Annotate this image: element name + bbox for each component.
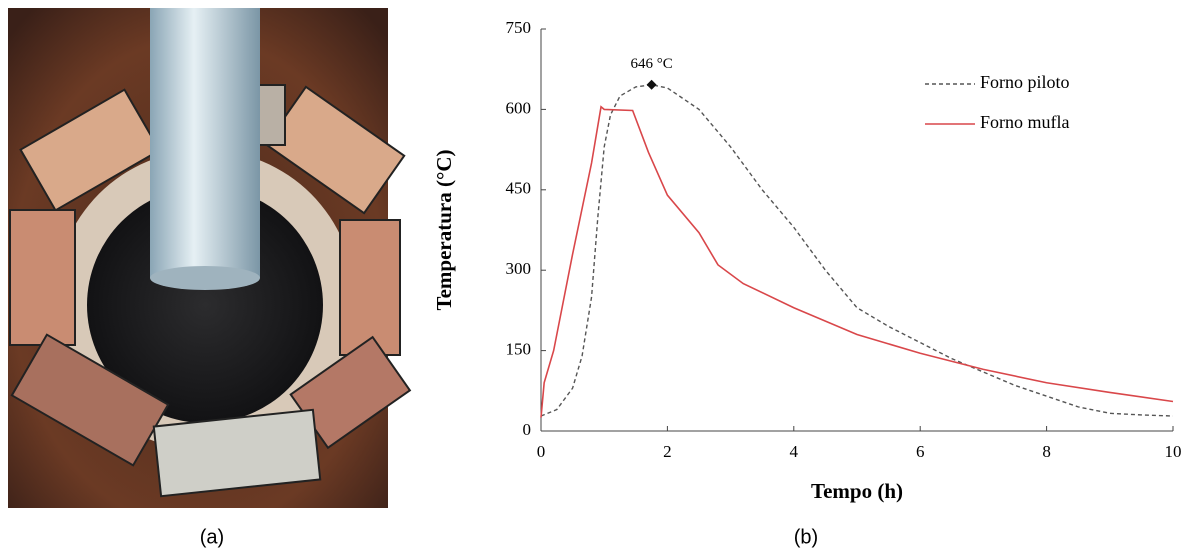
x-tick-label: 0 (537, 442, 546, 461)
y-axis-title: Temperatura (°C) (432, 149, 456, 310)
x-tick-label: 2 (663, 442, 672, 461)
y-tick-label: 750 (506, 18, 532, 37)
x-tick-label: 10 (1165, 442, 1182, 461)
pole (150, 8, 260, 278)
annotation-marker (646, 79, 657, 90)
annotation-text: 646 °C (630, 56, 672, 72)
caption: (b) (794, 526, 818, 548)
legend-label: Forno piloto (980, 72, 1070, 92)
x-tick-label: 4 (790, 442, 799, 461)
y-tick-label: 300 (506, 259, 532, 278)
bricks (9, 84, 412, 498)
pole-end (150, 266, 260, 290)
legend-label: Forno mufla (980, 112, 1070, 132)
x-tick-label: 8 (1042, 442, 1051, 461)
caption: (a) (200, 526, 224, 548)
photo (8, 8, 412, 508)
y-tick-label: 150 (506, 340, 532, 359)
y-tick-label: 600 (506, 98, 532, 117)
line (540, 105, 1174, 418)
y-tick-label: 450 (506, 179, 532, 198)
charcoal (87, 187, 323, 423)
plot: 0 150 300 450 600 750 0 2 4 6 8 10 646 °C Forno pilot… (506, 18, 1182, 461)
x-axis-title: Tempo (h) (811, 479, 903, 503)
y-tick-label: 0 (523, 420, 532, 439)
line (540, 84, 1174, 417)
x-tick-label: 6 (916, 442, 925, 461)
